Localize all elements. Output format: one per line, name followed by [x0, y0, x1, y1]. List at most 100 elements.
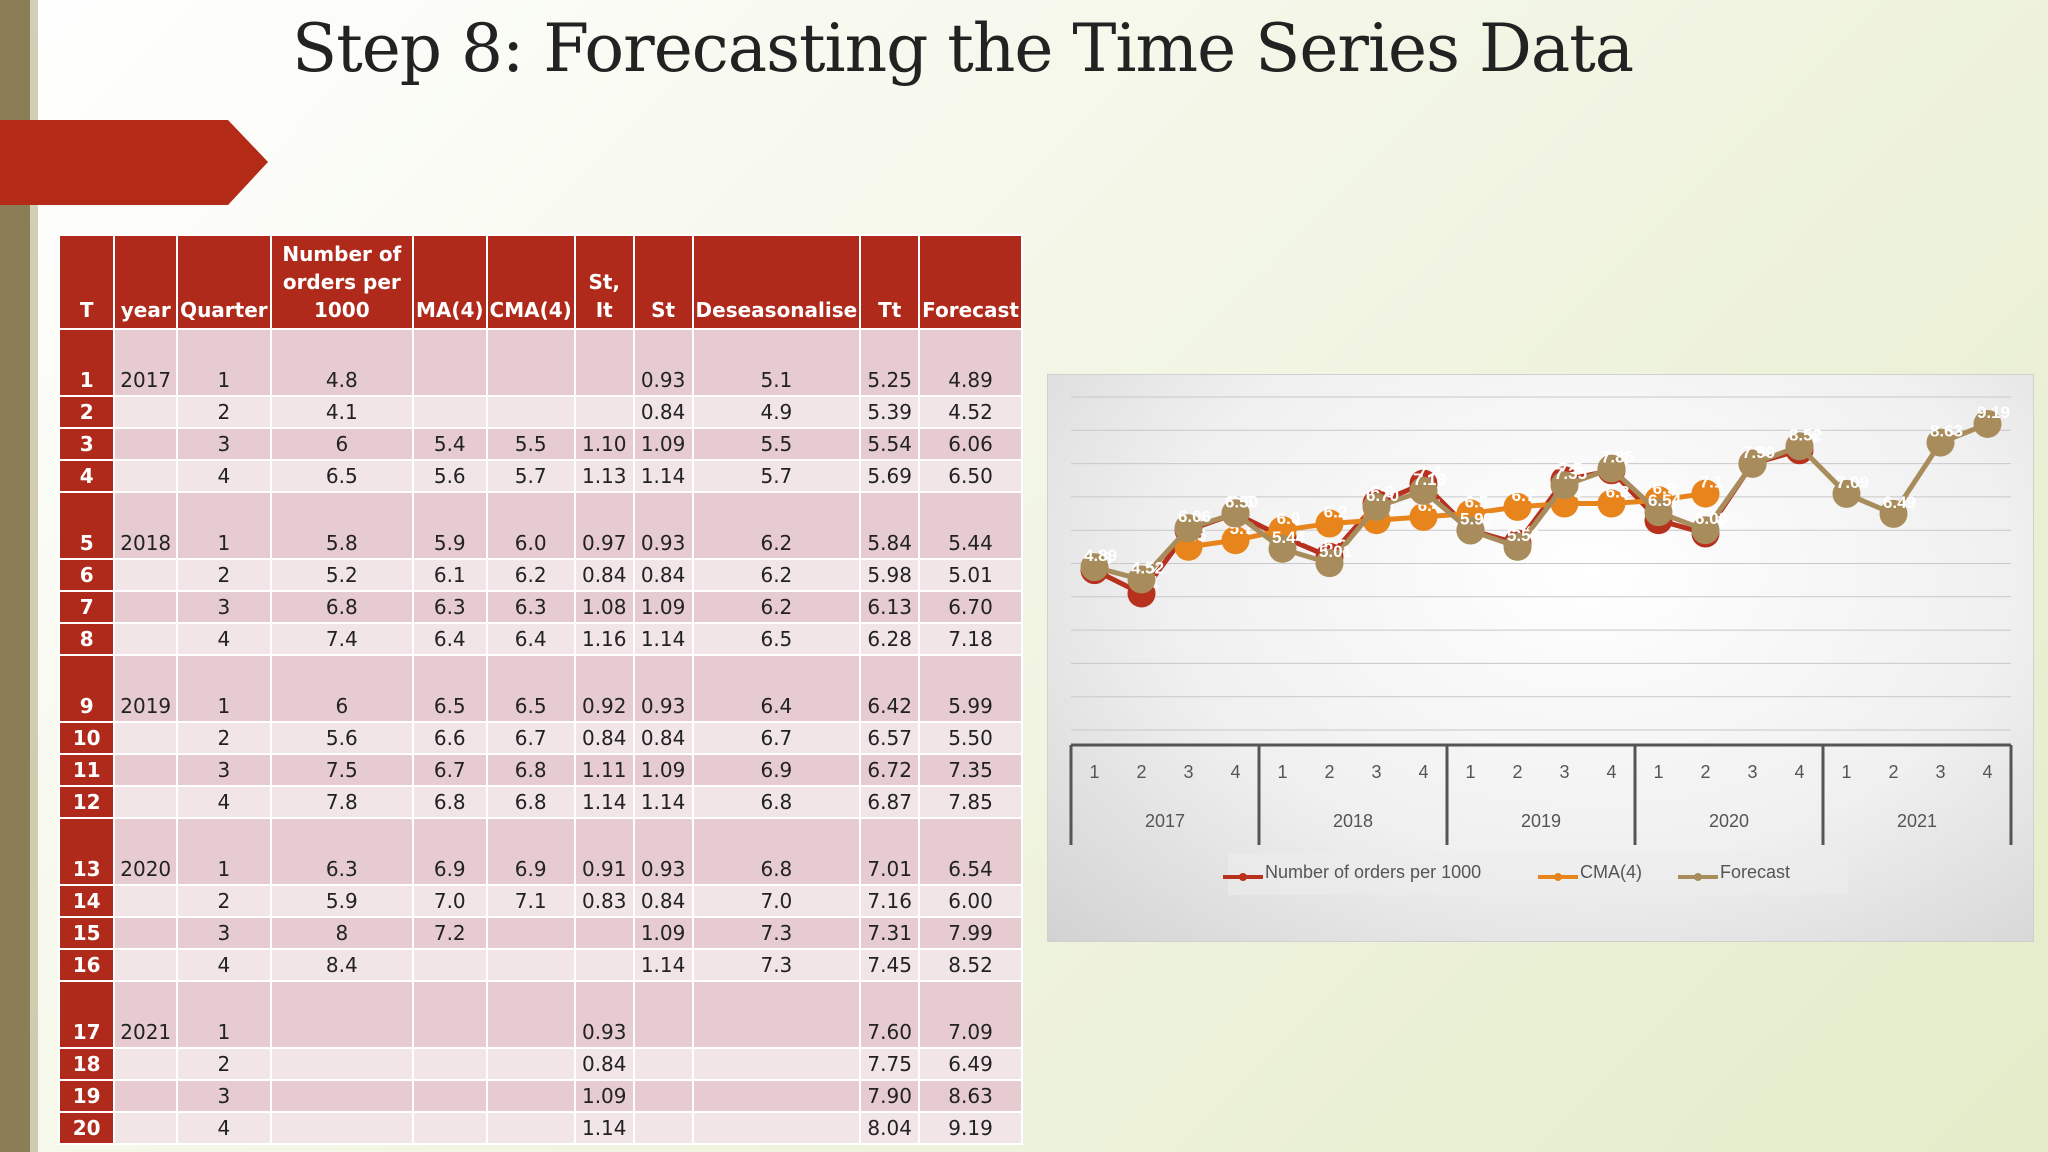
table-cell [632, 1111, 694, 1145]
table-cell: 5.7 [485, 459, 576, 493]
table-cell: 19 [57, 1079, 116, 1113]
table-cell [485, 1047, 576, 1081]
table-cell: 8 [57, 622, 116, 656]
table-row: 16 4 8.4 1.14 7.3 7.45 8.52 [57, 948, 1023, 982]
table-cell [485, 328, 576, 397]
table-cell: 6.5 [411, 654, 488, 723]
left-decorative-stripe [30, 0, 38, 1152]
table-cell: 3 [176, 916, 272, 950]
x-tick-label: 2 [1888, 762, 1898, 782]
table-cell: 1.11 [573, 753, 635, 787]
table-cell: 7.2 [411, 916, 488, 950]
data-point [1973, 409, 2002, 438]
table-cell [411, 1047, 488, 1081]
data-point [1691, 516, 1720, 545]
table-cell: 6.3 [485, 590, 576, 624]
table-cell: 5.6 [411, 459, 488, 493]
table-cell [632, 1079, 694, 1113]
table-row: 6 2 5.2 6.1 6.2 0.84 0.84 6.2 5.98 5.01 [57, 558, 1023, 592]
table-row: 9 2019 1 6 6.5 6.5 0.92 0.93 6.4 6.42 5.99 [57, 654, 1023, 723]
table-cell: 2018 [113, 491, 179, 560]
table-cell: 1.10 [573, 427, 635, 461]
x-tick-label: 4 [1794, 762, 1804, 782]
table-cell [691, 980, 862, 1049]
table-cell [269, 1111, 414, 1145]
data-point [1503, 532, 1532, 561]
legend-label: Number of orders per 1000 [1265, 862, 1481, 882]
table-cell: 6.4 [411, 622, 488, 656]
table-cell: 7.5 [269, 753, 414, 787]
table-cell: 7 [57, 590, 116, 624]
table-cell: 2020 [113, 817, 179, 886]
table-cell [113, 948, 179, 982]
table-cell: 5 [57, 491, 116, 560]
table-cell: 18 [57, 1047, 116, 1081]
table-cell: 6.06 [918, 427, 1023, 461]
x-tick-label: 4 [1418, 762, 1428, 782]
data-point [1409, 476, 1438, 505]
table-cell: 5.98 [859, 558, 921, 592]
table-cell [113, 753, 179, 787]
table-cell [269, 1079, 414, 1113]
table-cell [113, 427, 179, 461]
data-point [1362, 492, 1391, 521]
table-row: 3 3 6 5.4 5.5 1.10 1.09 5.5 5.54 6.06 [57, 427, 1023, 461]
table-cell: 6.2 [691, 491, 862, 560]
table-cell [485, 980, 576, 1049]
legend-box [1228, 853, 1848, 895]
table-cell: 6.4 [485, 622, 576, 656]
header-st: St [632, 234, 694, 330]
legend-label: CMA(4) [1580, 862, 1642, 882]
table-cell: 4 [176, 459, 272, 493]
table-cell: 0.92 [573, 654, 635, 723]
data-label: 6.7 [1512, 486, 1536, 505]
table-cell [632, 980, 694, 1049]
table-cell [113, 590, 179, 624]
table-cell: 7.60 [859, 980, 921, 1049]
legend-swatch-marker [1239, 873, 1247, 881]
table-cell: 6.57 [859, 721, 921, 755]
table-cell: 6.4 [691, 654, 862, 723]
table-row: 10 2 5.6 6.6 6.7 0.84 0.84 6.7 6.57 5.50 [57, 721, 1023, 755]
table-cell: 0.93 [632, 817, 694, 886]
table-cell: 20 [57, 1111, 116, 1145]
table-cell [691, 1079, 862, 1113]
table-cell: 2 [176, 884, 272, 918]
table-row: 15 3 8 7.2 1.09 7.3 7.31 7.99 [57, 916, 1023, 950]
table-cell: 6 [269, 427, 414, 461]
table-cell: 1 [176, 491, 272, 560]
data-label: 4.89 [1084, 546, 1117, 565]
table-cell: 1.13 [573, 459, 635, 493]
table-cell: 1.09 [573, 1079, 635, 1113]
table-row: 7 3 6.8 6.3 6.3 1.08 1.09 6.2 6.13 6.70 [57, 590, 1023, 624]
table-cell: 6.7 [411, 753, 488, 787]
table-cell [485, 916, 576, 950]
table-row: 8 4 7.4 6.4 6.4 1.16 1.14 6.5 6.28 7.18 [57, 622, 1023, 656]
data-label: 7.85 [1601, 448, 1634, 467]
table-cell: 5.44 [918, 491, 1023, 560]
table-cell [113, 1111, 179, 1145]
x-tick-label: 3 [1183, 762, 1193, 782]
table-cell: 1 [176, 980, 272, 1049]
table-cell: 6.5 [691, 622, 862, 656]
chart-svg: 1 2 3 4 1 2 3 4 1 2 3 4 1 2 3 4 1 2 3 4 2017 2018 2019 2020 2021… [1069, 396, 2013, 895]
table-cell: 6.7 [485, 721, 576, 755]
table-cell: 0.93 [632, 491, 694, 560]
table-cell: 6 [269, 654, 414, 723]
table-cell: 7.4 [269, 622, 414, 656]
table-row: 4 4 6.5 5.6 5.7 1.13 1.14 5.7 5.69 6.50 [57, 459, 1023, 493]
table-cell: 6.49 [918, 1047, 1023, 1081]
data-label: 8.63 [1930, 422, 1963, 441]
x-tick-label: 3 [1371, 762, 1381, 782]
data-label: 6.2 [1324, 503, 1348, 522]
data-label: 9.19 [1977, 403, 2010, 422]
table-cell: 7.01 [859, 817, 921, 886]
data-label: 6.06 [1178, 507, 1211, 526]
table-cell [485, 1111, 576, 1145]
table-cell [113, 884, 179, 918]
data-point [1879, 499, 1908, 528]
table-cell: 5.7 [691, 459, 862, 493]
table-cell [113, 558, 179, 592]
table-cell: 6.54 [918, 817, 1023, 886]
table-cell: 2017 [113, 328, 179, 397]
